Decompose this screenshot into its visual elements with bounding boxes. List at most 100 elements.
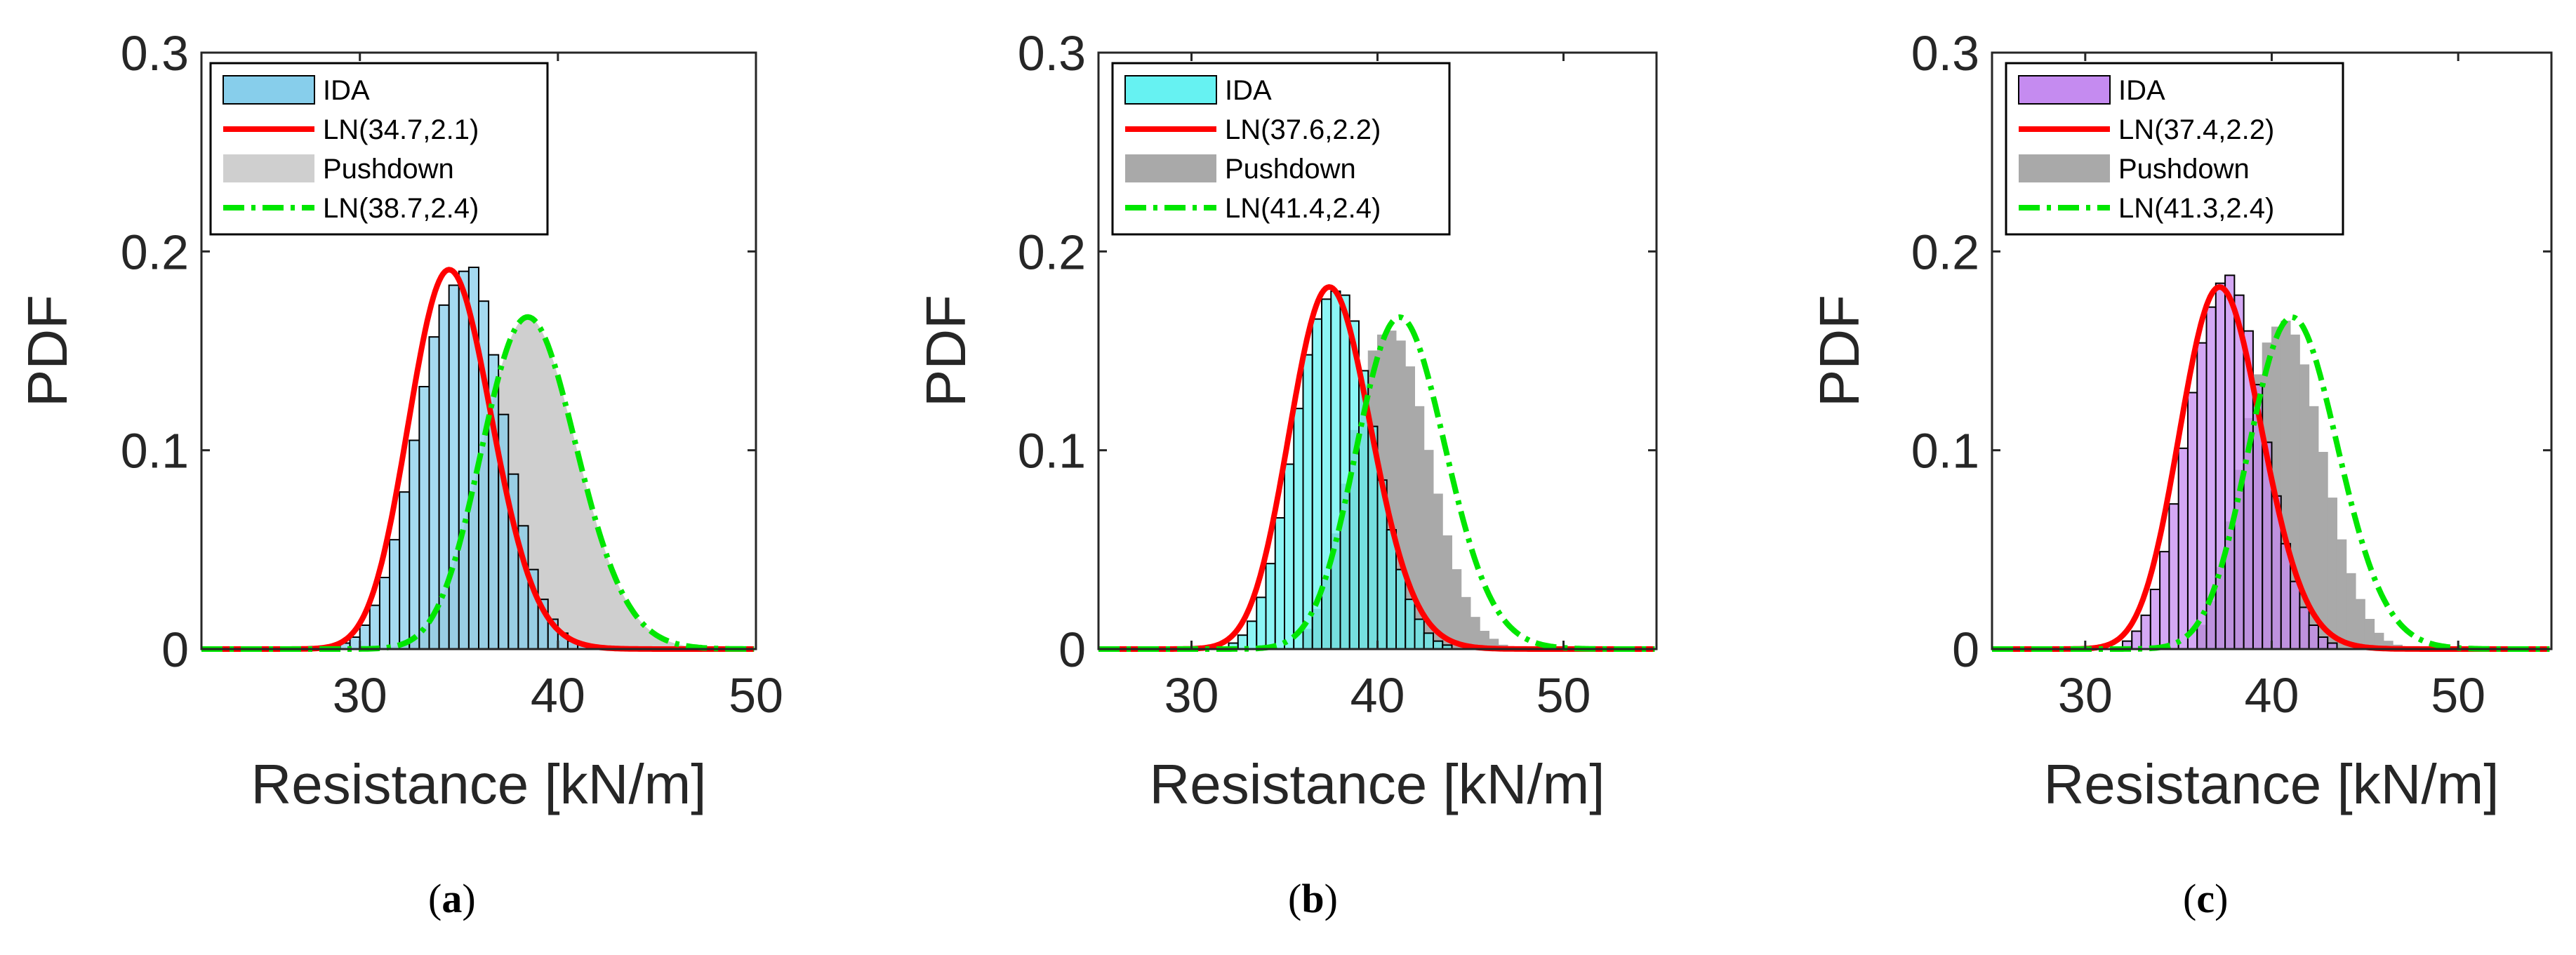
- ida-bar: [359, 625, 371, 650]
- y-tick-label: 0.1: [1911, 424, 1979, 479]
- ticks-b: 30 40 50 0 0.1 0.2 0.3: [1018, 26, 1657, 723]
- y-tick-label: 0.2: [1911, 225, 1979, 279]
- legend-swatch-ida: [2018, 75, 2111, 105]
- ida-bar: [448, 284, 460, 650]
- ida-bar: [389, 539, 401, 650]
- y-tick-label: 0.2: [1018, 225, 1086, 279]
- legend-label: LN(37.6,2.2): [1225, 114, 1381, 145]
- ida-bar: [1247, 620, 1258, 650]
- ida-bar: [1274, 517, 1285, 650]
- ida-bar: [2290, 580, 2301, 650]
- legend-label: IDA: [1225, 75, 1272, 106]
- panel-c: 30 40 50 0 0.1 0.2 0.3 Resistance [kN/m] PDF I…: [1808, 26, 2553, 921]
- ida-bar: [1265, 563, 1276, 650]
- pushdown-bar: [2327, 497, 2337, 650]
- legend-swatch-pushdown: [1125, 154, 1216, 182]
- ylabel-b: PDF: [915, 295, 977, 407]
- ida-bar: [2308, 625, 2319, 650]
- legend-label: LN(34.7,2.1): [323, 114, 479, 145]
- ida-bar: [1256, 596, 1267, 650]
- ida-bar: [458, 270, 470, 650]
- legend-c: IDA LN(37.4,2.2) Pushdown LN(41.3,2.4): [2005, 62, 2344, 236]
- y-tick-label: 0.3: [121, 26, 189, 81]
- ylabel-c: PDF: [1808, 295, 1871, 407]
- xlabel-b: Resistance [kN/m]: [1149, 753, 1605, 815]
- legend-swatch-ida: [223, 75, 315, 105]
- ida-bar: [2168, 503, 2179, 650]
- y-tick-label: 0.3: [1911, 26, 1979, 81]
- caption-a: (a): [428, 876, 476, 921]
- legend-swatch-pushdown: [2019, 154, 2110, 182]
- pushdown-bar: [2336, 539, 2347, 650]
- legend-swatch-pushdown: [223, 154, 314, 182]
- x-tick-label: 40: [531, 668, 585, 723]
- y-tick-label: 0.3: [1018, 26, 1086, 81]
- legend-label: LN(41.3,2.4): [2118, 193, 2274, 224]
- ida-bar: [1302, 354, 1313, 650]
- axes-a: [200, 51, 757, 650]
- legend-swatch-ida: [1124, 75, 1217, 105]
- pushdown-bar: [1452, 569, 1462, 650]
- y-tick-label: 0.1: [1018, 424, 1086, 479]
- caption-c: (c): [2183, 876, 2228, 921]
- panel-b: 30 40 50 0 0.1 0.2 0.3 Resistance [kN/m] PDF I…: [915, 26, 1658, 921]
- legend-label: LN(41.4,2.4): [1225, 193, 1381, 224]
- ida-bar: [399, 491, 411, 650]
- y-tick-label: 0.1: [121, 424, 189, 479]
- ida-bar: [378, 577, 391, 650]
- pushdown-bar: [1442, 535, 1452, 650]
- pushdown-bar: [1461, 596, 1471, 650]
- x-tick-label: 30: [2058, 668, 2113, 723]
- panel-a: 30 40 50 0 0.1 0.2 0.3 Resistance [kN/m] PDF I…: [16, 26, 783, 921]
- x-tick-label: 30: [1164, 668, 1219, 723]
- ida-bar: [1414, 618, 1425, 650]
- xlabel-c: Resistance [kN/m]: [2043, 753, 2499, 815]
- legend-label: Pushdown: [1225, 154, 1356, 185]
- pushdown-bar: [2346, 573, 2356, 650]
- ida-bar: [2224, 274, 2236, 650]
- legend-a: IDA LN(34.7,2.1) Pushdown LN(38.7,2.4): [209, 62, 549, 236]
- x-tick-label: 40: [1350, 668, 1405, 723]
- ida-bar: [428, 336, 440, 650]
- y-tick-label: 0.2: [121, 225, 189, 279]
- x-tick-label: 50: [1536, 668, 1591, 723]
- ylabel-a: PDF: [16, 295, 79, 407]
- axes-box: [200, 51, 757, 650]
- ida-bar: [1284, 463, 1295, 650]
- ida-bar: [2149, 589, 2161, 650]
- pushdown-bar: [2355, 599, 2365, 650]
- ida-bar: [2215, 282, 2226, 650]
- ticks-c: 30 40 50 0 0.1 0.2 0.3: [1911, 26, 2551, 723]
- ida-bar: [2186, 392, 2198, 650]
- caption-letter-a: a: [441, 876, 462, 921]
- x-tick-label: 40: [2245, 668, 2299, 723]
- ida-bar: [1423, 632, 1434, 650]
- y-tick-label: 0: [1058, 622, 1086, 677]
- legend-label: Pushdown: [2118, 154, 2250, 185]
- ida-bar: [2177, 447, 2189, 650]
- ida-bar: [1395, 568, 1407, 650]
- x-tick-label: 50: [2431, 668, 2485, 723]
- xlabel-a: Resistance [kN/m]: [251, 753, 706, 815]
- ida-bar: [2159, 551, 2170, 650]
- legend-label: LN(38.7,2.4): [323, 193, 479, 224]
- ida-bar: [1330, 290, 1341, 650]
- legend-label: Pushdown: [323, 154, 454, 185]
- ticks-a: 30 40 50 0 0.1 0.2 0.3: [121, 26, 783, 723]
- ida-bar: [1339, 294, 1350, 650]
- ida-bar: [1433, 640, 1444, 650]
- ida-bar: [2317, 636, 2329, 650]
- ida-bar: [2299, 606, 2310, 650]
- ida-bar: [1321, 298, 1332, 650]
- x-tick-label: 30: [333, 668, 387, 723]
- ida-bar: [2196, 342, 2207, 650]
- ida-bar: [369, 604, 380, 650]
- caption-letter-c: c: [2196, 876, 2215, 921]
- ida-bar: [418, 386, 430, 650]
- y-tick-label: 0: [161, 622, 189, 677]
- legend-label: IDA: [323, 75, 370, 106]
- x-tick-label: 50: [729, 668, 783, 723]
- caption-b: (b): [1288, 876, 1338, 921]
- ida-bar: [1405, 599, 1416, 650]
